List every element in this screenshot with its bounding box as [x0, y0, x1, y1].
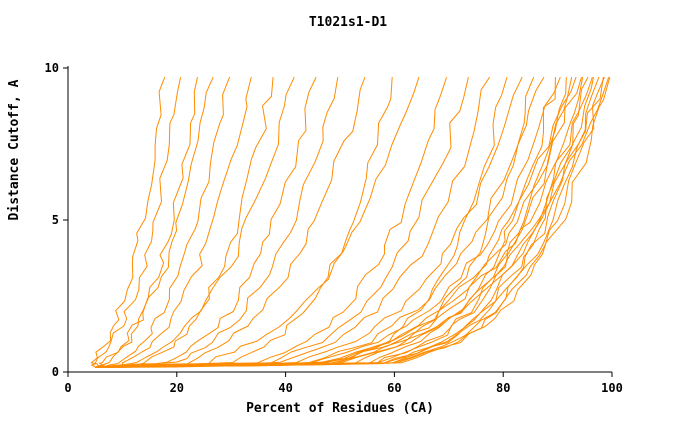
model-curve [95, 76, 366, 368]
x-axis-label: Percent of Residues (CA) [246, 401, 434, 416]
model-curve [95, 76, 252, 368]
y-ticks-group: 0 5 10 [45, 61, 68, 379]
x-tick-label: 40 [278, 381, 292, 395]
x-tick-label: 60 [387, 381, 401, 395]
model-curve [95, 76, 491, 368]
model-curve [95, 76, 545, 368]
model-curve [95, 76, 582, 368]
model-curve [94, 76, 182, 368]
model-curve [94, 76, 231, 368]
model-curve [95, 77, 604, 368]
model-curve [95, 76, 469, 368]
model-curve [90, 76, 166, 368]
model-curve [95, 76, 535, 368]
y-axis-label: Distance Cutoff, A [7, 79, 22, 220]
model-curve [95, 77, 393, 368]
model-curve [95, 77, 567, 368]
y-tick-label: 10 [45, 61, 59, 75]
model-curve [95, 76, 611, 368]
model-curve [95, 76, 573, 368]
model-curve [95, 77, 274, 368]
model-curve [95, 76, 605, 368]
model-curves-group [90, 76, 611, 368]
model-curve [95, 76, 214, 368]
y-tick-label: 5 [52, 213, 59, 227]
x-tick-label: 0 [64, 381, 71, 395]
x-ticks-group: 0 20 40 60 80 100 [64, 372, 623, 395]
model-curve [95, 76, 589, 368]
model-curve [95, 76, 448, 368]
x-tick-label: 20 [170, 381, 184, 395]
model-curve [95, 76, 295, 368]
model-curve [95, 76, 610, 368]
model-curve [94, 76, 198, 368]
model-curve [95, 77, 594, 368]
model-curve [95, 76, 561, 368]
x-tick-label: 80 [496, 381, 510, 395]
model-curve [95, 76, 508, 368]
model-curve [95, 76, 523, 368]
model-curve [95, 76, 600, 368]
model-curve [95, 76, 317, 368]
x-tick-label: 100 [601, 381, 623, 395]
y-tick-label: 0 [52, 365, 59, 379]
model-curve [95, 76, 420, 368]
chart-title: T1021s1-D1 [309, 15, 387, 30]
model-curve [95, 76, 577, 368]
model-curve [95, 77, 556, 368]
model-curve [95, 77, 339, 368]
model-curve [95, 77, 584, 368]
